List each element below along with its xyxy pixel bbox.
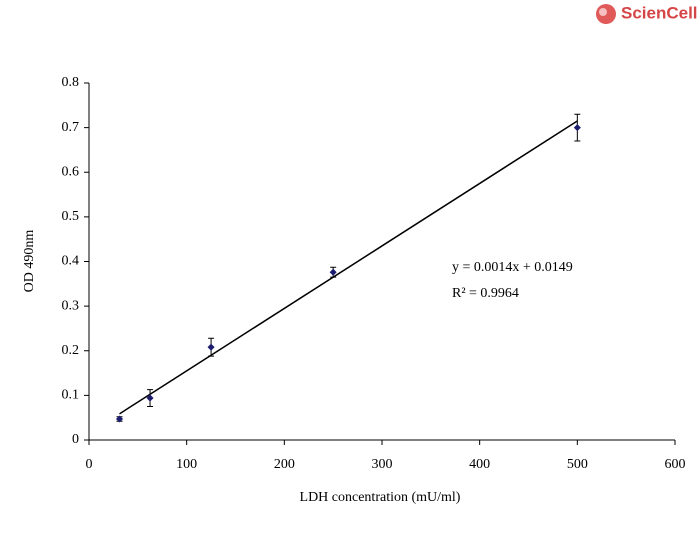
x-tick-label: 400 [469, 457, 490, 472]
y-tick-label: 0.6 [62, 164, 80, 179]
point [115, 415, 124, 423]
y-axis-label: OD 490nm [22, 230, 37, 293]
logo-icon-inner [599, 8, 607, 16]
trendline [119, 120, 578, 415]
y-tick-label: 0.3 [62, 298, 80, 313]
y-tick-label: 0.1 [62, 388, 80, 403]
x-tick-label: 500 [567, 457, 588, 472]
y-tick-label: 0.2 [62, 343, 80, 358]
x-tick-label: 100 [176, 457, 197, 472]
y-tick-label: 0.7 [62, 120, 80, 135]
x-tick-label: 0 [86, 457, 93, 472]
y-tick-label: 0.8 [62, 75, 80, 90]
point [573, 124, 581, 132]
x-axis-label: LDH concentration (mU/ml) [300, 490, 461, 505]
y-tick-label: 0.5 [62, 209, 80, 224]
y-tick-label: 0.4 [62, 254, 80, 269]
logo-text: ScienCell [621, 3, 698, 22]
x-tick-label: 200 [274, 457, 295, 472]
point [329, 268, 337, 276]
equation: y = 0.0014x + 0.0149 [452, 260, 573, 275]
point [146, 394, 154, 402]
x-tick-label: 300 [372, 457, 393, 472]
x-tick-label: 600 [665, 457, 686, 472]
logo: ScienCell [596, 3, 698, 24]
y-tick-label: 0 [72, 432, 79, 447]
point [207, 343, 215, 351]
r-squared: R² = 0.9964 [452, 286, 519, 301]
